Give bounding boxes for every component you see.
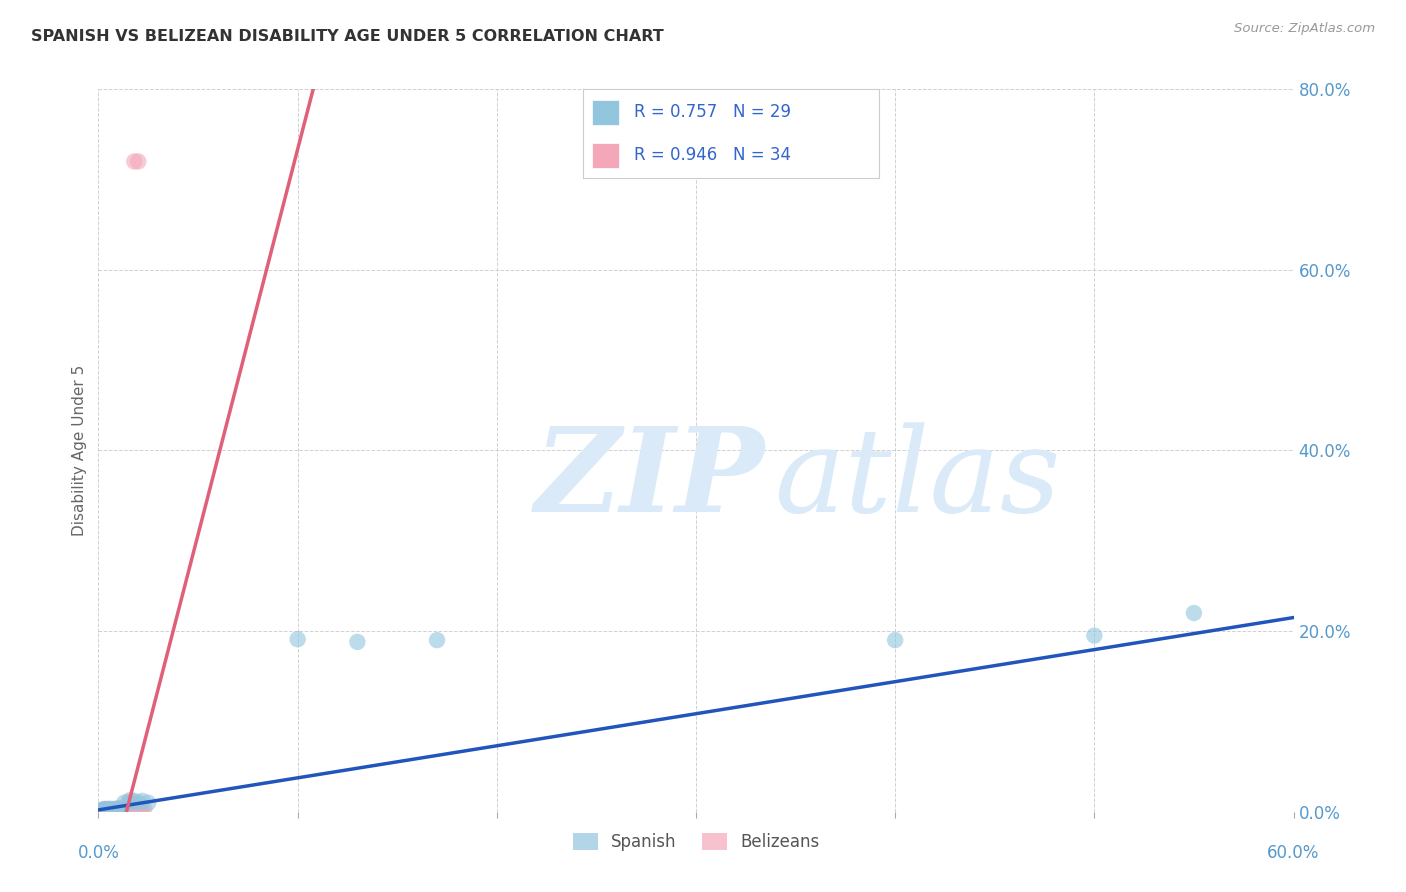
Text: SPANISH VS BELIZEAN DISABILITY AGE UNDER 5 CORRELATION CHART: SPANISH VS BELIZEAN DISABILITY AGE UNDER… [31, 29, 664, 44]
Point [98, 804, 122, 818]
Point [97, 802, 120, 816]
Bar [592, 100, 619, 125]
Point [287, 632, 309, 647]
Point [134, 802, 156, 816]
Point [98, 802, 122, 816]
Point [89, 804, 111, 818]
Point [96, 802, 118, 816]
Point [124, 154, 146, 169]
Point [1083, 629, 1105, 643]
Point [115, 803, 138, 817]
Point [97, 804, 120, 818]
Point [120, 804, 142, 818]
Point [93, 802, 115, 816]
Point [127, 154, 149, 169]
Point [101, 802, 124, 816]
Point [131, 803, 153, 817]
Point [105, 802, 128, 816]
Point [127, 802, 149, 816]
Point [96, 803, 118, 817]
Point [125, 802, 148, 816]
Text: R = 0.757   N = 29: R = 0.757 N = 29 [634, 103, 790, 121]
Point [112, 796, 135, 810]
Text: R = 0.946   N = 34: R = 0.946 N = 34 [634, 146, 790, 164]
Point [107, 802, 129, 816]
Point [120, 796, 142, 810]
Point [98, 803, 122, 817]
Point [117, 795, 139, 809]
Text: ZIP: ZIP [534, 422, 765, 537]
Bar [592, 143, 619, 168]
Point [107, 803, 129, 817]
Legend: Spanish, Belizeans: Spanish, Belizeans [567, 826, 825, 857]
Point [426, 633, 449, 648]
Text: 60.0%: 60.0% [1267, 844, 1320, 863]
Point [93, 803, 115, 817]
Point [103, 802, 125, 816]
Point [101, 803, 124, 817]
Point [884, 633, 907, 648]
Point [91, 803, 114, 817]
Point [117, 803, 139, 817]
Point [103, 803, 125, 817]
Point [110, 803, 132, 817]
Point [111, 802, 134, 816]
Point [97, 802, 120, 816]
Point [110, 802, 132, 816]
Y-axis label: Disability Age Under 5: Disability Age Under 5 [72, 365, 87, 536]
Point [89, 804, 111, 818]
Point [98, 803, 122, 817]
Point [96, 804, 118, 818]
Point [105, 804, 128, 818]
Point [93, 804, 115, 818]
Point [129, 803, 152, 817]
Point [112, 802, 135, 816]
Point [120, 793, 142, 807]
Point [91, 804, 114, 818]
Point [124, 803, 146, 817]
Text: Source: ZipAtlas.com: Source: ZipAtlas.com [1234, 22, 1375, 36]
Point [111, 802, 134, 816]
Point [107, 801, 129, 815]
Point [346, 635, 368, 649]
Point [91, 803, 114, 817]
Text: atlas: atlas [773, 422, 1060, 537]
Point [136, 796, 159, 810]
Point [101, 804, 124, 818]
Point [103, 803, 125, 817]
Point [127, 796, 149, 810]
Point [93, 802, 115, 816]
Point [1182, 606, 1205, 620]
Point [107, 803, 129, 817]
Point [124, 794, 146, 808]
Point [131, 794, 153, 808]
Text: 0.0%: 0.0% [77, 844, 120, 863]
Point [97, 803, 120, 817]
Point [111, 804, 134, 818]
